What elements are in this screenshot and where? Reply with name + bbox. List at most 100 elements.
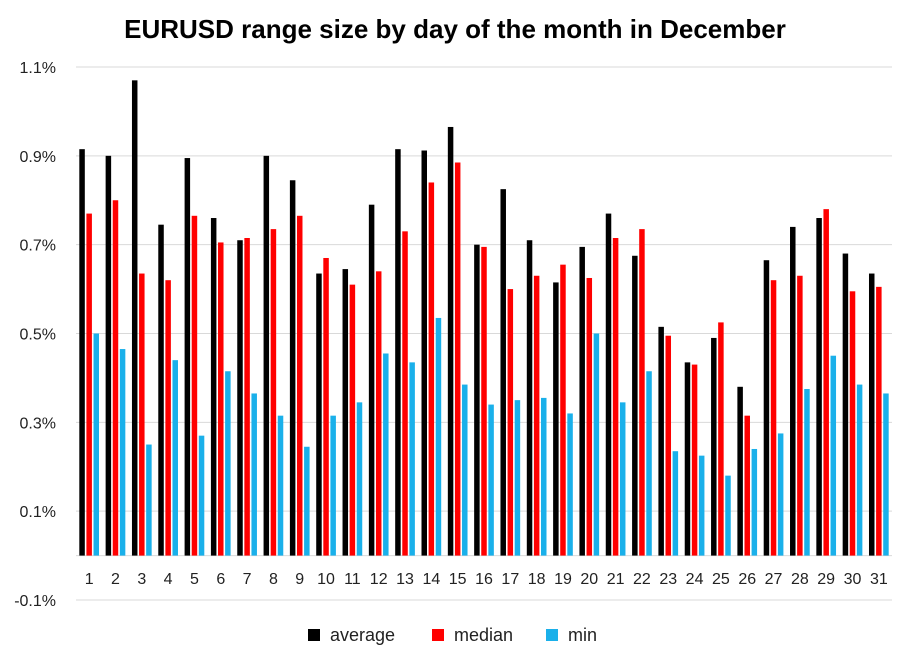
bar-median-day-17 — [507, 289, 514, 556]
bar-average-day-3 — [131, 80, 138, 556]
bar-median-day-11 — [349, 284, 356, 556]
bar-average-day-6 — [210, 218, 217, 556]
bar-average-day-31 — [868, 273, 875, 556]
bar-average-day-7 — [237, 240, 243, 556]
bar-average-day-13 — [395, 149, 401, 556]
x-tick-label: 17 — [501, 571, 519, 588]
bar-average-day-12 — [368, 204, 375, 556]
bar-median-day-30 — [849, 291, 856, 556]
bar-median-day-7 — [244, 238, 250, 556]
x-tick-label: 4 — [164, 571, 173, 588]
bar-min-day-25 — [725, 475, 731, 556]
bar-min-day-2 — [119, 349, 126, 556]
x-tick-label: 23 — [659, 571, 677, 588]
x-tick-label: 13 — [396, 571, 414, 588]
bar-min-day-23 — [672, 451, 679, 556]
bar-min-day-17 — [514, 400, 521, 556]
bar-min-day-1 — [93, 333, 100, 556]
y-tick-label: 0.9% — [20, 149, 56, 166]
bar-min-day-11 — [356, 402, 363, 556]
bar-average-day-17 — [500, 189, 506, 556]
x-tick-label: 12 — [370, 571, 388, 588]
bar-median-day-21 — [612, 238, 619, 556]
bar-average-day-11 — [342, 269, 349, 556]
x-tick-label: 2 — [111, 571, 120, 588]
x-tick-label: 14 — [422, 571, 440, 588]
bar-median-day-16 — [481, 246, 487, 556]
bar-median-day-25 — [718, 322, 724, 556]
bar-average-day-28 — [790, 226, 796, 556]
bar-average-day-15 — [447, 126, 454, 556]
bar-average-day-22 — [632, 255, 638, 556]
bar-average-day-10 — [316, 273, 322, 556]
bar-min-day-16 — [488, 404, 494, 556]
bar-average-day-1 — [79, 149, 85, 556]
bar-median-day-3 — [139, 273, 145, 556]
bar-median-day-8 — [270, 229, 277, 556]
bar-min-day-21 — [619, 402, 626, 556]
bar-median-day-14 — [428, 182, 435, 556]
x-tick-label: 18 — [528, 571, 546, 588]
x-tick-label: 22 — [633, 571, 651, 588]
x-tick-label: 15 — [449, 571, 467, 588]
x-tick-label: 20 — [580, 571, 598, 588]
x-tick-label: 31 — [870, 571, 888, 588]
bar-average-day-2 — [105, 155, 112, 556]
x-tick-label: 16 — [475, 571, 493, 588]
bar-average-day-27 — [763, 260, 770, 556]
bar-min-day-13 — [409, 362, 415, 556]
bar-median-day-28 — [797, 275, 803, 556]
bar-median-day-18 — [533, 275, 540, 556]
bar-min-day-5 — [198, 435, 205, 556]
legend-swatch-median — [432, 629, 444, 641]
bar-average-day-30 — [842, 253, 849, 556]
y-tick-label: -0.1% — [14, 593, 56, 610]
bar-median-day-23 — [665, 335, 672, 556]
bar-median-day-19 — [560, 264, 566, 556]
x-tick-label: 25 — [712, 571, 730, 588]
chart-title: EURUSD range size by day of the month in… — [124, 14, 786, 44]
bar-min-day-19 — [567, 413, 573, 556]
bar-average-day-5 — [184, 158, 191, 556]
bar-min-day-31 — [883, 393, 889, 556]
x-tick-label: 8 — [269, 571, 278, 588]
bar-median-day-29 — [823, 209, 829, 556]
bar-min-day-9 — [304, 446, 310, 556]
bar-median-day-15 — [454, 162, 461, 556]
legend-label-min: min — [568, 625, 597, 645]
legend-label-median: median — [454, 625, 513, 645]
bar-average-day-24 — [684, 362, 691, 556]
bar-median-day-6 — [218, 242, 224, 556]
bar-average-day-9 — [289, 180, 296, 556]
bar-min-day-30 — [856, 384, 863, 556]
bar-average-day-25 — [711, 337, 717, 556]
bar-average-day-26 — [737, 386, 743, 556]
x-tick-label: 5 — [190, 571, 199, 588]
bar-min-day-27 — [777, 433, 784, 556]
legend-swatch-min — [546, 629, 558, 641]
y-tick-label: 0.3% — [20, 415, 56, 432]
bar-min-day-12 — [383, 353, 389, 556]
bar-median-day-20 — [586, 277, 593, 556]
bar-min-day-22 — [646, 371, 652, 556]
bar-average-day-18 — [526, 240, 533, 556]
bar-median-day-31 — [876, 286, 882, 556]
bar-min-day-8 — [277, 415, 284, 556]
bar-average-day-23 — [658, 326, 664, 556]
bar-min-day-29 — [830, 355, 837, 556]
bar-min-day-26 — [751, 448, 758, 556]
bar-min-day-24 — [698, 455, 705, 556]
x-tick-label: 27 — [765, 571, 783, 588]
bar-min-day-20 — [593, 333, 600, 556]
bar-average-day-8 — [263, 155, 270, 556]
bar-min-day-3 — [146, 444, 152, 556]
bar-min-day-10 — [330, 415, 336, 556]
bar-median-day-1 — [86, 213, 92, 556]
x-tick-label: 24 — [686, 571, 704, 588]
bar-average-day-20 — [579, 246, 585, 556]
x-tick-label: 21 — [607, 571, 625, 588]
bar-min-day-7 — [251, 393, 257, 556]
bar-min-day-15 — [462, 384, 468, 556]
